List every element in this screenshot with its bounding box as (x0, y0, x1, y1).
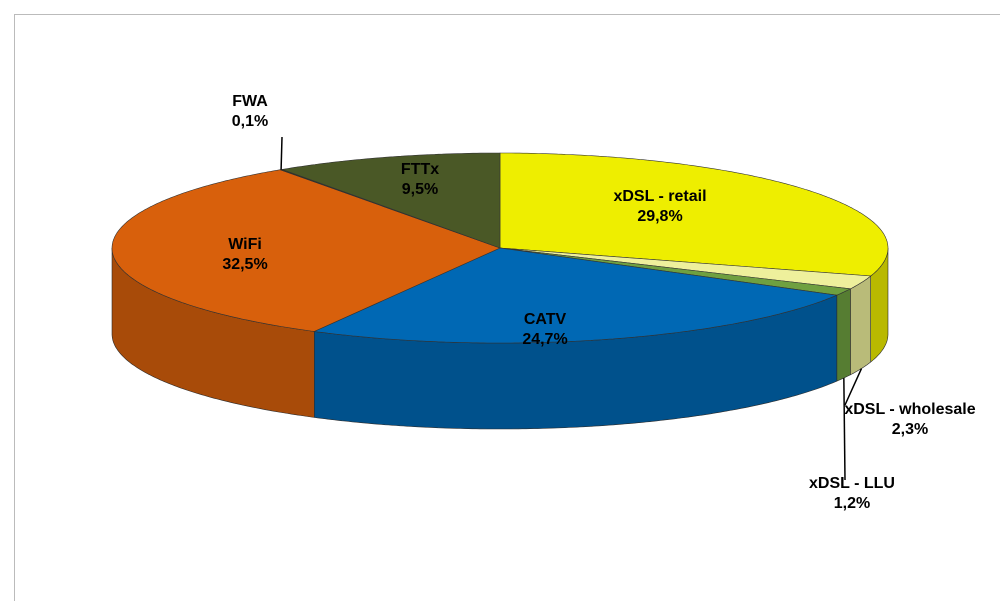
slice (499, 247, 872, 290)
slice-value: 0,1% (232, 113, 268, 130)
slice (281, 152, 501, 249)
slice (111, 169, 501, 332)
slice-value: 1,2% (834, 495, 870, 512)
slice-value: 29,8% (637, 208, 682, 225)
slice-name: xDSL - retail (613, 188, 706, 205)
slice (313, 247, 838, 344)
pie-tops (111, 152, 889, 344)
slice-side-shade (836, 288, 851, 382)
slice-side-shade (112, 248, 315, 418)
slice-value: 32,5% (222, 256, 267, 273)
slice (499, 247, 852, 296)
slice-name: FWA (232, 93, 268, 110)
slice-side-shade (870, 248, 888, 362)
slice-name: WiFi (228, 236, 262, 253)
slice-name: xDSL - wholesale (844, 401, 975, 418)
slice-value: 2,3% (892, 421, 928, 438)
leader-line (844, 368, 863, 406)
slice-value: 24,7% (522, 331, 567, 348)
slice-name: xDSL - LLU (809, 475, 895, 492)
slice (499, 152, 889, 277)
leader-line (280, 136, 283, 170)
labels: xDSL - retail 29,8% xDSL - wholesale 2,3% xD… (222, 93, 975, 512)
slice-side-shade (850, 276, 871, 375)
leader-line (843, 378, 846, 481)
slice-name: FTTx (401, 161, 439, 178)
slice-name: CATV (524, 311, 567, 328)
slice-value: 9,5% (402, 181, 438, 198)
chart-frame (14, 14, 1000, 601)
